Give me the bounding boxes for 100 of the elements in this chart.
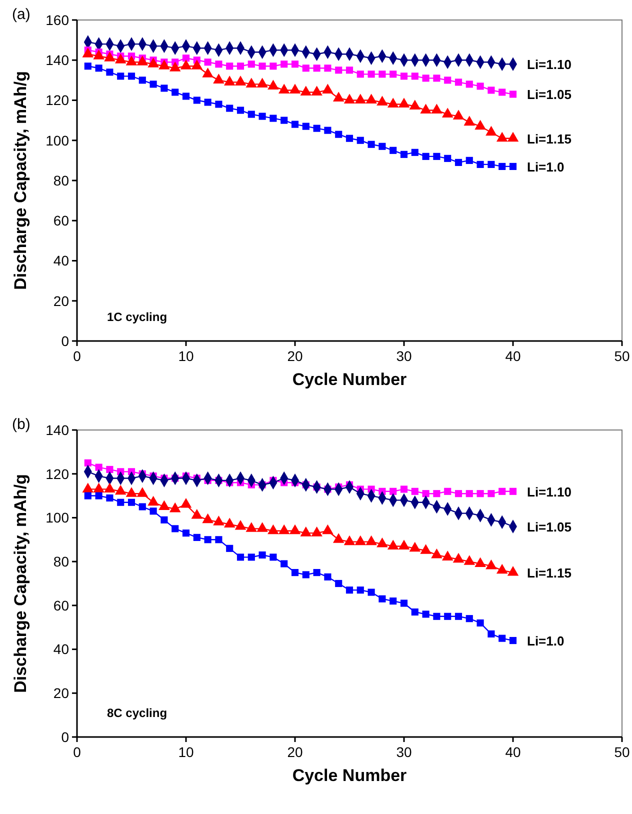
point xyxy=(246,522,258,532)
point xyxy=(82,482,94,492)
point xyxy=(324,573,332,580)
x-tick-label: 20 xyxy=(287,348,303,364)
point xyxy=(400,150,408,158)
series-label: Li=1.15 xyxy=(527,566,572,581)
point xyxy=(442,108,454,118)
point xyxy=(466,615,473,622)
point xyxy=(278,524,290,534)
x-tick-label: 0 xyxy=(73,744,82,760)
point xyxy=(454,158,462,166)
point xyxy=(106,494,114,502)
point xyxy=(366,94,377,104)
point xyxy=(291,120,299,128)
y-tick-label: 0 xyxy=(61,728,70,745)
point xyxy=(106,466,114,474)
point xyxy=(466,80,473,88)
y-tick-label: 40 xyxy=(53,252,70,269)
point xyxy=(236,106,244,114)
point xyxy=(84,459,92,466)
point xyxy=(172,525,179,532)
point xyxy=(335,130,342,138)
point xyxy=(376,538,388,548)
point xyxy=(509,162,517,170)
point xyxy=(215,100,222,108)
point xyxy=(95,492,102,500)
series-label: Li=1.0 xyxy=(527,634,564,649)
point xyxy=(172,88,179,96)
point xyxy=(411,148,418,156)
point xyxy=(466,490,473,498)
point xyxy=(182,530,190,537)
point xyxy=(332,533,344,543)
point xyxy=(128,498,136,506)
point xyxy=(454,612,462,620)
point xyxy=(400,72,408,80)
point xyxy=(332,92,344,102)
point xyxy=(498,488,506,495)
point xyxy=(148,496,159,506)
point xyxy=(409,542,421,552)
point xyxy=(270,114,277,122)
point xyxy=(464,116,476,126)
point xyxy=(191,509,203,519)
point xyxy=(354,535,366,546)
point xyxy=(354,94,366,104)
point xyxy=(300,526,312,536)
point xyxy=(335,66,342,74)
y-axis-title: Discharge Capacity, mAh/g xyxy=(11,71,30,290)
point xyxy=(160,84,168,92)
x-tick-label: 20 xyxy=(287,744,303,760)
point xyxy=(324,126,332,134)
point xyxy=(258,62,266,70)
point xyxy=(313,124,320,132)
point xyxy=(444,612,452,620)
point xyxy=(444,488,452,495)
point xyxy=(454,78,462,86)
point xyxy=(335,580,342,588)
point xyxy=(344,535,356,546)
point xyxy=(202,513,214,524)
y-tick-label: 60 xyxy=(53,212,70,229)
point xyxy=(138,76,146,84)
point xyxy=(150,508,157,515)
point xyxy=(280,60,288,68)
point xyxy=(433,152,440,160)
point xyxy=(138,503,146,510)
point xyxy=(444,76,452,84)
x-tick-label: 50 xyxy=(614,348,630,364)
point xyxy=(104,482,116,492)
point xyxy=(248,554,255,561)
point xyxy=(258,112,266,120)
x-tick-label: 40 xyxy=(505,348,521,364)
x-tick-label: 10 xyxy=(178,744,194,760)
y-tick-label: 100 xyxy=(46,510,70,526)
point xyxy=(193,96,200,104)
point xyxy=(258,551,266,559)
point xyxy=(180,498,192,508)
point xyxy=(150,80,157,88)
point xyxy=(476,160,484,168)
y-tick-label: 120 xyxy=(46,466,70,482)
point xyxy=(376,96,388,106)
point xyxy=(204,536,212,544)
point xyxy=(422,74,430,82)
point xyxy=(169,502,181,512)
point xyxy=(431,548,442,558)
point xyxy=(313,64,320,72)
y-tick-label: 20 xyxy=(53,292,70,309)
point xyxy=(390,70,397,78)
point xyxy=(236,62,244,70)
x-tick-label: 40 xyxy=(505,744,521,760)
point xyxy=(452,552,464,563)
series-label: Li=1.10 xyxy=(527,57,572,72)
point xyxy=(466,156,473,164)
point xyxy=(509,636,517,644)
annotation: 1C cycling xyxy=(107,310,168,324)
point xyxy=(387,540,399,550)
point xyxy=(464,555,476,565)
y-tick-label: 80 xyxy=(53,553,70,570)
point xyxy=(486,559,497,570)
point xyxy=(313,569,320,576)
y-tick-label: 40 xyxy=(53,641,70,658)
point xyxy=(422,490,430,498)
